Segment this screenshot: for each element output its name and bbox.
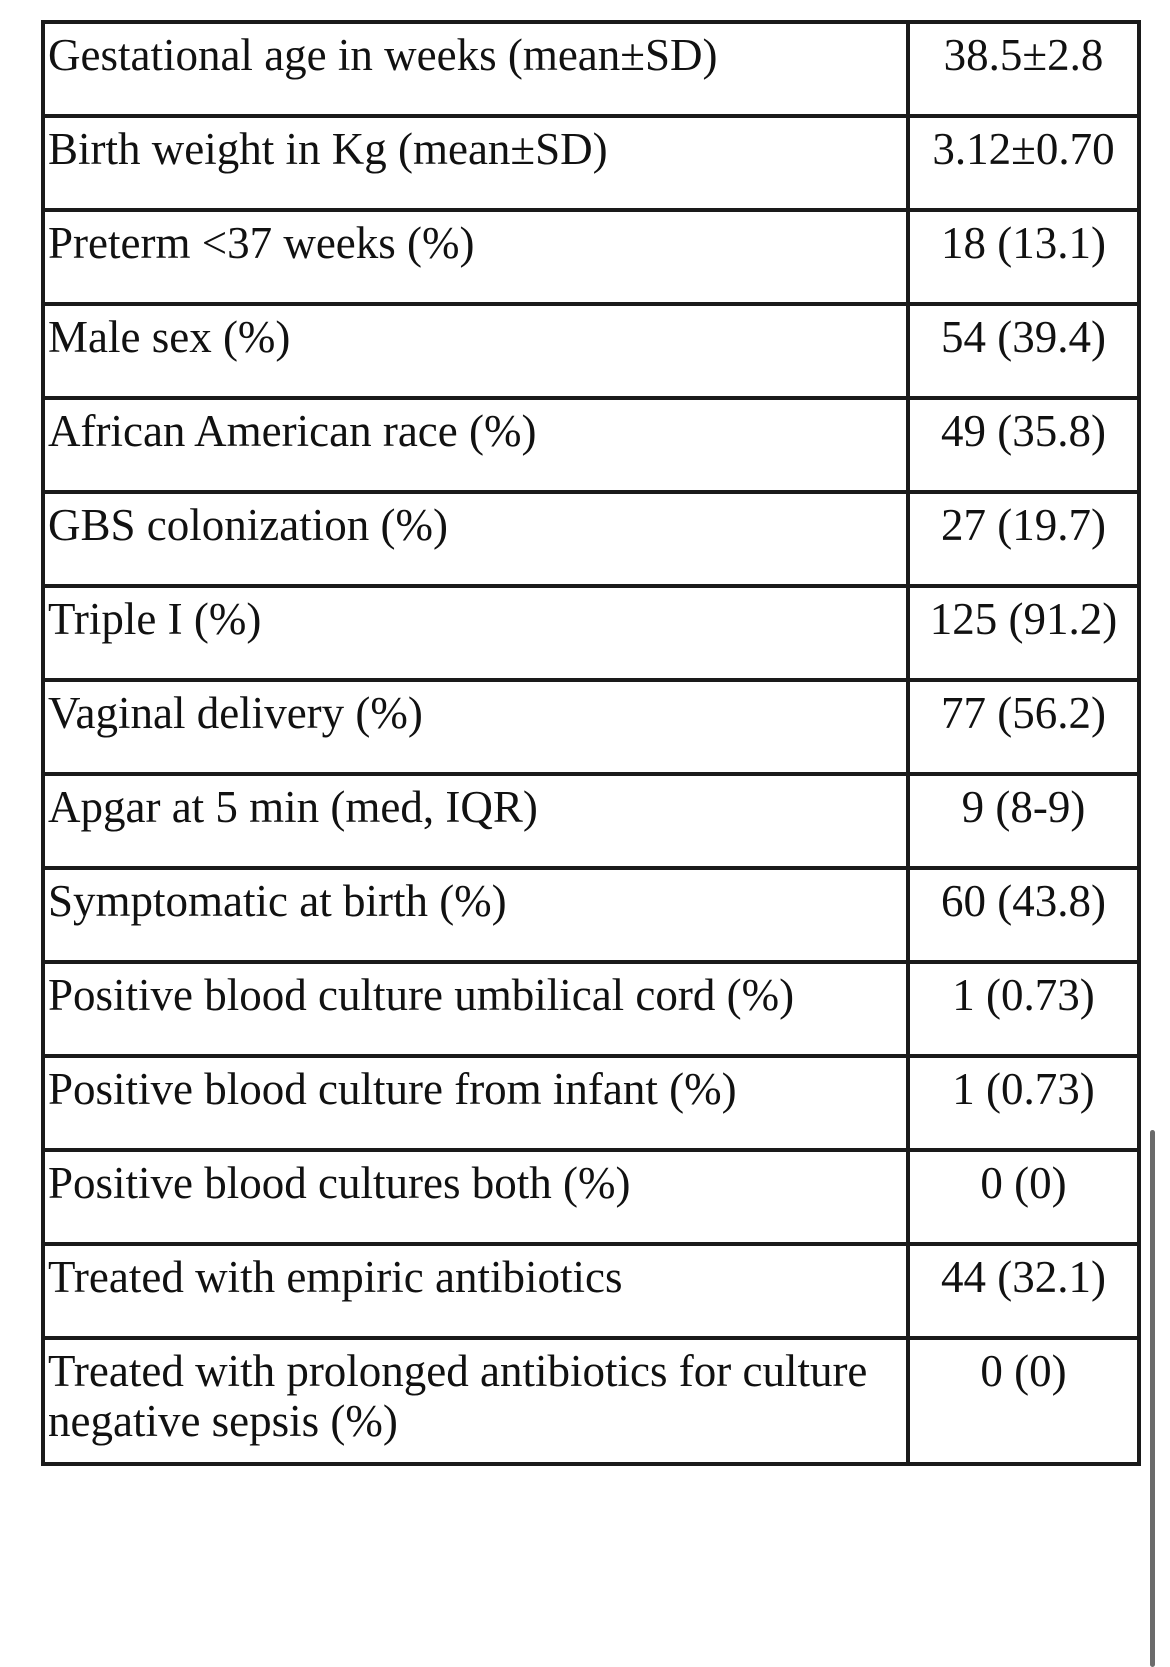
row-label: African American race (%): [41, 396, 910, 494]
row-label: Birth weight in Kg (mean±SD): [41, 114, 910, 212]
table-row: Apgar at 5 min (med, IQR) 9 (8-9): [41, 772, 1141, 870]
row-value: 60 (43.8): [906, 866, 1141, 964]
table-row: Triple I (%) 125 (91.2): [41, 584, 1141, 682]
row-value: 27 (19.7): [906, 490, 1141, 588]
row-label: Positive blood cultures both (%): [41, 1148, 910, 1246]
row-label: Apgar at 5 min (med, IQR): [41, 772, 910, 870]
row-value: 125 (91.2): [906, 584, 1141, 682]
row-value: 49 (35.8): [906, 396, 1141, 494]
table-row: Positive blood cultures both (%) 0 (0): [41, 1148, 1141, 1246]
table-row: Positive blood culture umbilical cord (%…: [41, 960, 1141, 1058]
table-row: Gestational age in weeks (mean±SD) 38.5±…: [41, 20, 1141, 118]
table-row: Symptomatic at birth (%) 60 (43.8): [41, 866, 1141, 964]
row-value: 0 (0): [906, 1148, 1141, 1246]
row-label: Symptomatic at birth (%): [41, 866, 910, 964]
row-value: 54 (39.4): [906, 302, 1141, 400]
table-row: Treated with prolonged antibiotics for c…: [41, 1336, 1141, 1466]
row-value: 44 (32.1): [906, 1242, 1141, 1340]
table-row: Birth weight in Kg (mean±SD) 3.12±0.70: [41, 114, 1141, 212]
table-row: Male sex (%) 54 (39.4): [41, 302, 1141, 400]
row-label: Vaginal delivery (%): [41, 678, 910, 776]
table-row: Vaginal delivery (%) 77 (56.2): [41, 678, 1141, 776]
row-label: Male sex (%): [41, 302, 910, 400]
table-row: Treated with empiric antibiotics 44 (32.…: [41, 1242, 1141, 1340]
row-label: GBS colonization (%): [41, 490, 910, 588]
table-row: Preterm <37 weeks (%) 18 (13.1): [41, 208, 1141, 306]
row-label: Treated with empiric antibiotics: [41, 1242, 910, 1340]
table-row: Positive blood culture from infant (%) 1…: [41, 1054, 1141, 1152]
row-value: 18 (13.1): [906, 208, 1141, 306]
row-label: Triple I (%): [41, 584, 910, 682]
row-value: 0 (0): [906, 1336, 1141, 1466]
row-value: 1 (0.73): [906, 960, 1141, 1058]
vertical-scrollbar[interactable]: [1150, 1130, 1155, 1667]
row-label: Gestational age in weeks (mean±SD): [41, 20, 910, 118]
row-label: Positive blood culture umbilical cord (%…: [41, 960, 910, 1058]
row-value: 3.12±0.70: [906, 114, 1141, 212]
characteristics-table: Gestational age in weeks (mean±SD) 38.5±…: [41, 20, 1141, 1466]
row-label: Preterm <37 weeks (%): [41, 208, 910, 306]
table-row: GBS colonization (%) 27 (19.7): [41, 490, 1141, 588]
row-value: 1 (0.73): [906, 1054, 1141, 1152]
row-value: 9 (8-9): [906, 772, 1141, 870]
row-value: 38.5±2.8: [906, 20, 1141, 118]
row-label: Treated with prolonged antibiotics for c…: [41, 1336, 910, 1466]
row-label: Positive blood culture from infant (%): [41, 1054, 910, 1152]
table-row: African American race (%) 49 (35.8): [41, 396, 1141, 494]
row-value: 77 (56.2): [906, 678, 1141, 776]
